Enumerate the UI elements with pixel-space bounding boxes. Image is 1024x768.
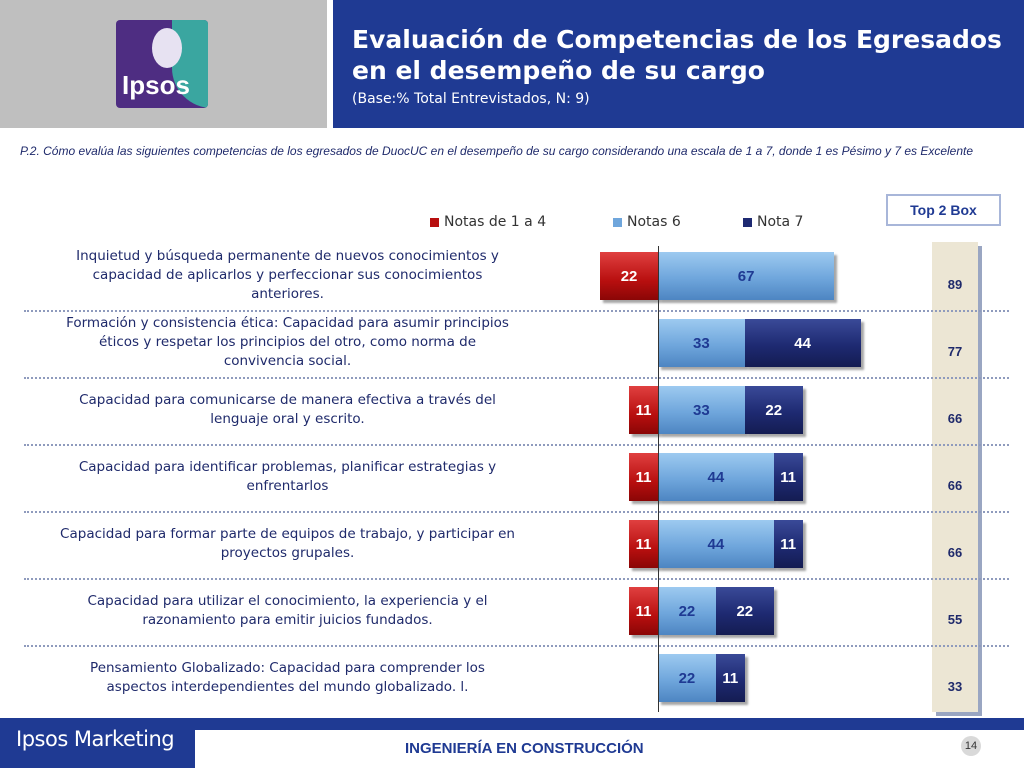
bar-nota-7: 44 [744,319,861,367]
bar-notas-1-4: 22 [600,252,658,300]
legend-label-3: Nota 7 [757,214,804,230]
question-text: P.2. Cómo evalúa las siguientes competen… [20,144,974,158]
top2box-value: 55 [947,612,963,627]
page-number: 14 [961,736,981,756]
bar-notas-6: 33 [658,319,745,367]
bar-notas-1-4: 11 [629,520,658,568]
category-label-7: Pensamiento Globalizado: Capacidad para … [90,659,485,695]
bar-notas-1-4: 11 [629,587,658,635]
page-title-line1: Evaluación de Competencias de los Egresa… [352,25,1002,54]
category-label-5: Capacidad para formar parte de equipos d… [60,525,515,561]
logo-head-icon [152,28,182,68]
bar-notas-6: 33 [658,386,745,434]
category-label-1: Inquietud y búsqueda permanente de nuevo… [76,248,499,302]
top2box-label: Top 2 Box [886,194,1001,226]
legend-label-2: Notas 6 [627,214,681,230]
footer-program: INGENIERÍA EN CONSTRUCCIÓN [405,740,644,757]
header-title-panel [333,0,1024,128]
top2box-value: 66 [947,545,963,560]
legend-item-3: Nota 7 [743,214,803,230]
top2box-column [932,242,978,712]
legend-item-2: Notas 6 [613,214,681,230]
row-divider [24,444,1009,446]
top2box-value: 66 [947,478,963,493]
page-subtitle: (Base:% Total Entrevistados, N: 9) [352,91,590,107]
top2box-value: 33 [947,679,963,694]
bar-nota-7: 11 [773,520,803,568]
bar-nota-7: 22 [744,386,803,434]
legend-swatch-2 [613,217,622,227]
bar-notas-6: 44 [658,520,774,568]
bar-notas-1-4: 11 [629,453,658,501]
bar-nota-7: 22 [715,587,774,635]
page-title-line2: en el desempeño de su cargo [352,56,765,85]
bar-notas-6: 22 [658,654,716,702]
category-label-4: Capacidad para identificar problemas, pl… [78,458,497,494]
page-title: Evaluación de Competencias de los Egresa… [352,24,1012,86]
row-divider [24,377,1009,379]
bar-nota-7: 11 [715,654,745,702]
logo-text: Ipsos [122,70,190,100]
category-label-6: Capacidad para utilizar el conocimiento,… [87,592,488,628]
row-divider [24,645,1009,647]
top2box-value: 89 [947,277,963,292]
row-divider [24,578,1009,580]
top2box-value: 66 [947,411,963,426]
top2box-value: 77 [947,344,963,359]
category-label-2: Formación y consistencia ética: Capacida… [66,315,509,369]
footer-brand: Ipsos Marketing [16,727,175,751]
category-label-3: Capacidad para comunicarse de manera efe… [79,391,496,427]
bar-nota-7: 11 [773,453,803,501]
bar-notas-6: 67 [658,252,835,300]
chart-axis [658,246,659,712]
legend-swatch-1 [430,217,439,227]
row-divider [24,511,1009,513]
ipsos-logo: Ipsos [116,20,208,108]
footer-white-panel [195,730,1024,768]
row-divider [24,310,1009,312]
bar-notas-1-4: 11 [629,386,658,434]
bar-notas-6: 44 [658,453,774,501]
bar-notas-6: 22 [658,587,716,635]
legend-label-1: Notas de 1 a 4 [444,214,547,230]
legend-item-1: Notas de 1 a 4 [430,214,546,230]
legend-swatch-3 [743,217,752,227]
